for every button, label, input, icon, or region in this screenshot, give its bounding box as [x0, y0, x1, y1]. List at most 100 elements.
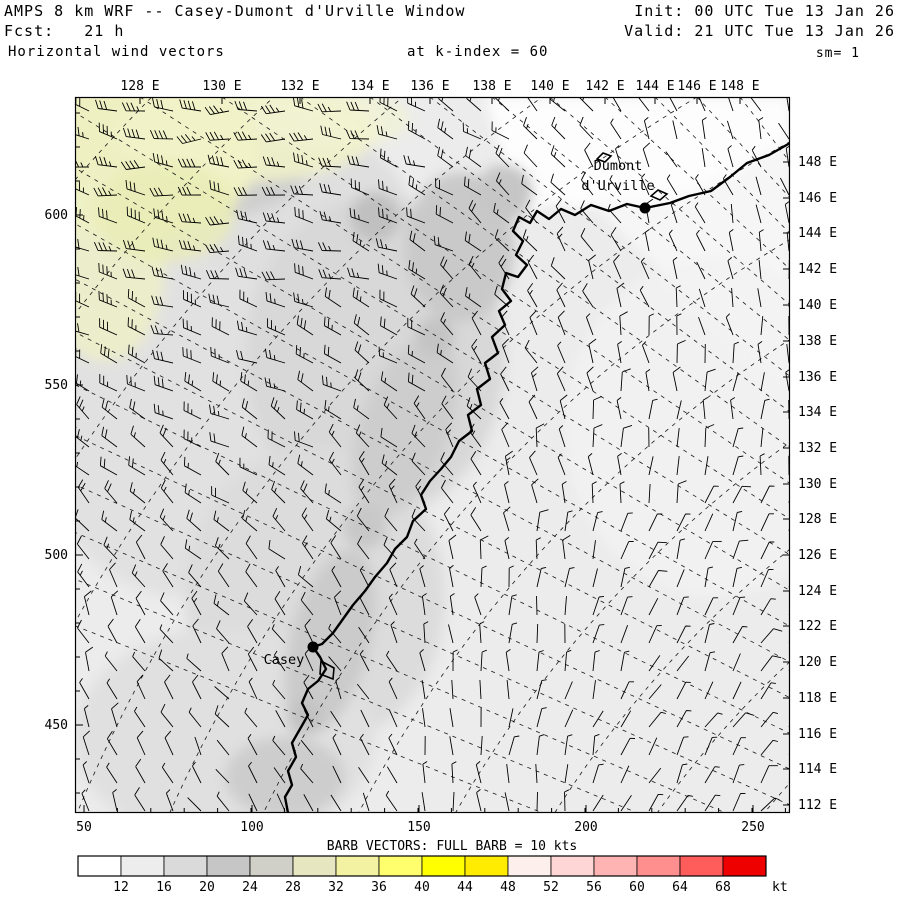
top-axis-label: 128 E	[120, 79, 159, 94]
tick-marks	[76, 98, 789, 812]
colorbar-cell	[507, 855, 552, 877]
station-markers: Dumont d'Urville Casey	[264, 158, 655, 668]
colorbar-cell	[163, 855, 208, 877]
shade-spot	[343, 505, 387, 549]
colorbar-tick-label: 20	[199, 880, 215, 895]
shade-ridge	[225, 737, 345, 813]
colorbar-cell	[120, 855, 165, 877]
right-axis-label: 118 E	[798, 691, 837, 706]
colorbar-tick-label: 28	[285, 880, 301, 895]
colorbar-cell	[206, 855, 251, 877]
colorbar-tick-label: 24	[242, 880, 258, 895]
right-axis-label: 122 E	[798, 619, 837, 634]
left-axis-label: 600	[45, 208, 68, 223]
shade-ridge	[351, 336, 459, 518]
colorbar-cell	[593, 855, 638, 877]
colorbar-cell	[636, 855, 681, 877]
right-axis-label: 138 E	[798, 334, 837, 349]
shade-spot	[287, 699, 323, 735]
colorbar-title: BARB VECTORS: FULL BARB = 10 kts	[327, 839, 577, 854]
right-axis-label: 132 E	[798, 441, 837, 456]
colorbar-tick-label: 36	[371, 880, 387, 895]
right-axis-label: 148 E	[798, 155, 837, 170]
init-time: Init: 00 UTC Tue 13 Jan 26	[634, 2, 895, 20]
colorbar-tick-label: 52	[543, 880, 559, 895]
chart-title: AMPS 8 km WRF -- Casey-Dumont d'Urville …	[4, 2, 466, 20]
colorbar-cell	[679, 855, 724, 877]
forecast-hour: Fcst: 21 h	[4, 22, 125, 40]
shade-calm-wedge	[485, 97, 790, 213]
bottom-axis-label: 200	[574, 820, 597, 835]
colorbar-border	[77, 855, 767, 877]
right-axis-label: 114 E	[798, 762, 837, 777]
colorbar-tick-label: 60	[629, 880, 645, 895]
colorbar-tick-label: 56	[586, 880, 602, 895]
valid-time: Valid: 21 UTC Tue 13 Jan 26	[624, 22, 895, 40]
colorbar-tick-label: 12	[113, 880, 129, 895]
right-axis-label: 130 E	[798, 477, 837, 492]
colorbar-tick-label: 40	[414, 880, 430, 895]
colorbar-cell	[292, 855, 337, 877]
colorbar-unit: kt	[772, 880, 788, 895]
right-axis-label: 136 E	[798, 370, 837, 385]
bottom-axis-label: 100	[240, 820, 263, 835]
station-dot	[639, 202, 651, 214]
right-axis-label: 126 E	[798, 548, 837, 563]
axis-labels: 128 E 130 E 132 E 134 E 136 E 138 E 140 E 142 E…	[45, 79, 838, 835]
island-outline	[595, 152, 613, 163]
colorbar-tick-label: 68	[715, 880, 731, 895]
right-axis-label: 116 E	[798, 727, 837, 742]
station-label: d'Urville	[581, 178, 654, 194]
colorbar-cell	[249, 855, 294, 877]
top-axis-label: 148 E	[720, 79, 759, 94]
colorbar-cell	[335, 855, 380, 877]
station-label: Casey	[264, 652, 305, 668]
level-label: at k-index = 60	[407, 44, 549, 60]
colorbar-tick-label: 44	[457, 880, 473, 895]
axis-ticks	[76, 98, 789, 812]
top-axis-label: 142 E	[585, 79, 624, 94]
meridian-lines	[75, 97, 790, 813]
right-axis-label: 142 E	[798, 262, 837, 277]
colorbar: 12 16 20 24 28 32 36 40 44 48 52 56 60 64 68	[77, 855, 767, 895]
top-axis-label: 144 E	[635, 79, 674, 94]
coastline	[283, 141, 790, 813]
right-axis-label: 146 E	[798, 191, 837, 206]
colorbar-tick-label: 64	[672, 880, 688, 895]
right-axis-label: 144 E	[798, 226, 837, 241]
bay-outline	[319, 659, 335, 681]
left-axis-label: 550	[45, 378, 68, 393]
right-axis-label: 140 E	[798, 298, 837, 313]
bottom-axis-label: 150	[407, 820, 430, 835]
shade-strong-wind-yellow	[95, 162, 235, 262]
bottom-axis-label: 250	[741, 820, 764, 835]
shade-spot	[415, 317, 455, 357]
field-label: Horizontal wind vectors	[8, 44, 225, 60]
left-axis-label: 500	[45, 548, 68, 563]
colorbar-cell	[464, 855, 509, 877]
wind-speed-shading	[75, 97, 790, 813]
island-outline	[649, 189, 669, 201]
bottom-axis-label: 50	[76, 820, 92, 835]
top-axis-label: 136 E	[410, 79, 449, 94]
plot-frame	[74, 96, 791, 814]
right-axis-label: 128 E	[798, 512, 837, 527]
top-axis-label: 132 E	[280, 79, 319, 94]
top-axis-label: 138 E	[472, 79, 511, 94]
colorbar-cell	[378, 855, 423, 877]
station-dot	[307, 641, 319, 653]
shade-spot	[350, 192, 400, 242]
colorbar-cell	[77, 855, 122, 877]
smoothing-label: sm= 1	[815, 46, 860, 61]
colorbar-tick-label: 32	[328, 880, 344, 895]
shade-strong-wind-yellow	[250, 97, 410, 149]
colorbar-tick-label: 48	[500, 880, 516, 895]
colorbar-cell	[722, 855, 767, 877]
left-axis-label: 450	[45, 718, 68, 733]
colorbar-cell	[421, 855, 466, 877]
right-axis-label: 112 E	[798, 798, 837, 813]
colorbar-tick-label: 16	[156, 880, 172, 895]
